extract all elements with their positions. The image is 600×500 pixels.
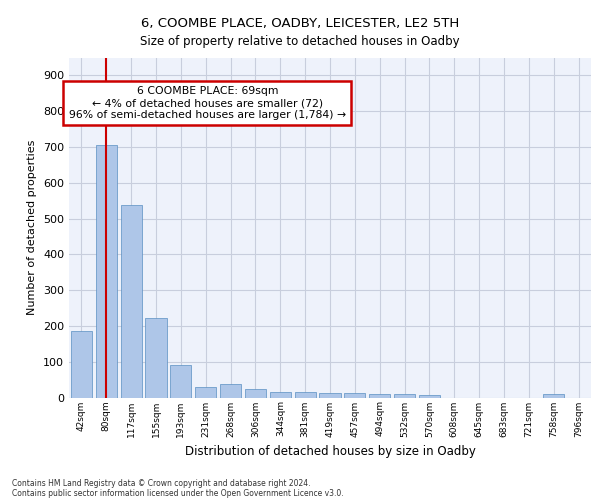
Bar <box>145 318 167 398</box>
Text: Contains HM Land Registry data © Crown copyright and database right 2024.: Contains HM Land Registry data © Crown c… <box>12 478 311 488</box>
Bar <box>319 393 341 398</box>
X-axis label: Distribution of detached houses by size in Oadby: Distribution of detached houses by size … <box>185 445 475 458</box>
Bar <box>543 394 564 398</box>
Bar <box>220 384 241 398</box>
Bar <box>369 394 390 398</box>
Bar <box>121 205 142 398</box>
Bar <box>195 388 216 398</box>
Bar <box>419 394 440 398</box>
Bar <box>96 145 117 398</box>
Text: Size of property relative to detached houses in Oadby: Size of property relative to detached ho… <box>140 35 460 48</box>
Text: Contains public sector information licensed under the Open Government Licence v3: Contains public sector information licen… <box>12 488 344 498</box>
Bar <box>270 392 291 398</box>
Bar <box>295 392 316 398</box>
Bar <box>71 331 92 398</box>
Bar <box>344 393 365 398</box>
Bar <box>394 394 415 398</box>
Y-axis label: Number of detached properties: Number of detached properties <box>28 140 37 315</box>
Bar <box>245 388 266 398</box>
Text: 6 COOMBE PLACE: 69sqm
← 4% of detached houses are smaller (72)
96% of semi-detac: 6 COOMBE PLACE: 69sqm ← 4% of detached h… <box>69 86 346 120</box>
Text: 6, COOMBE PLACE, OADBY, LEICESTER, LE2 5TH: 6, COOMBE PLACE, OADBY, LEICESTER, LE2 5… <box>141 18 459 30</box>
Bar <box>170 365 191 398</box>
